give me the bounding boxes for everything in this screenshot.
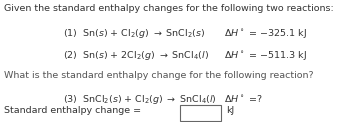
Text: $\Delta H^\circ$ = $-$325.1 kJ: $\Delta H^\circ$ = $-$325.1 kJ (224, 27, 307, 41)
Text: $\Delta H^\circ$ =?: $\Delta H^\circ$ =? (224, 93, 263, 105)
Text: Given the standard enthalpy changes for the following two reactions:: Given the standard enthalpy changes for … (4, 4, 333, 13)
Text: kJ: kJ (226, 106, 234, 115)
Text: Standard enthalpy change =: Standard enthalpy change = (4, 106, 144, 115)
Text: $\Delta H^\circ$ = $-$511.3 kJ: $\Delta H^\circ$ = $-$511.3 kJ (224, 49, 307, 63)
Text: What is the standard enthalpy change for the following reaction?: What is the standard enthalpy change for… (4, 71, 313, 80)
Text: (3)  SnCl$_2$($s$) + Cl$_2$($g$) $\rightarrow$ SnCl$_4$($l$): (3) SnCl$_2$($s$) + Cl$_2$($g$) $\righta… (63, 93, 217, 106)
Text: (1)  Sn($s$) + Cl$_2$($g$) $\rightarrow$ SnCl$_2$($s$): (1) Sn($s$) + Cl$_2$($g$) $\rightarrow$ … (63, 27, 205, 41)
FancyBboxPatch shape (180, 105, 220, 121)
Text: (2)  Sn($s$) + 2Cl$_2$($g$) $\rightarrow$ SnCl$_4$($l$): (2) Sn($s$) + 2Cl$_2$($g$) $\rightarrow$… (63, 49, 209, 62)
